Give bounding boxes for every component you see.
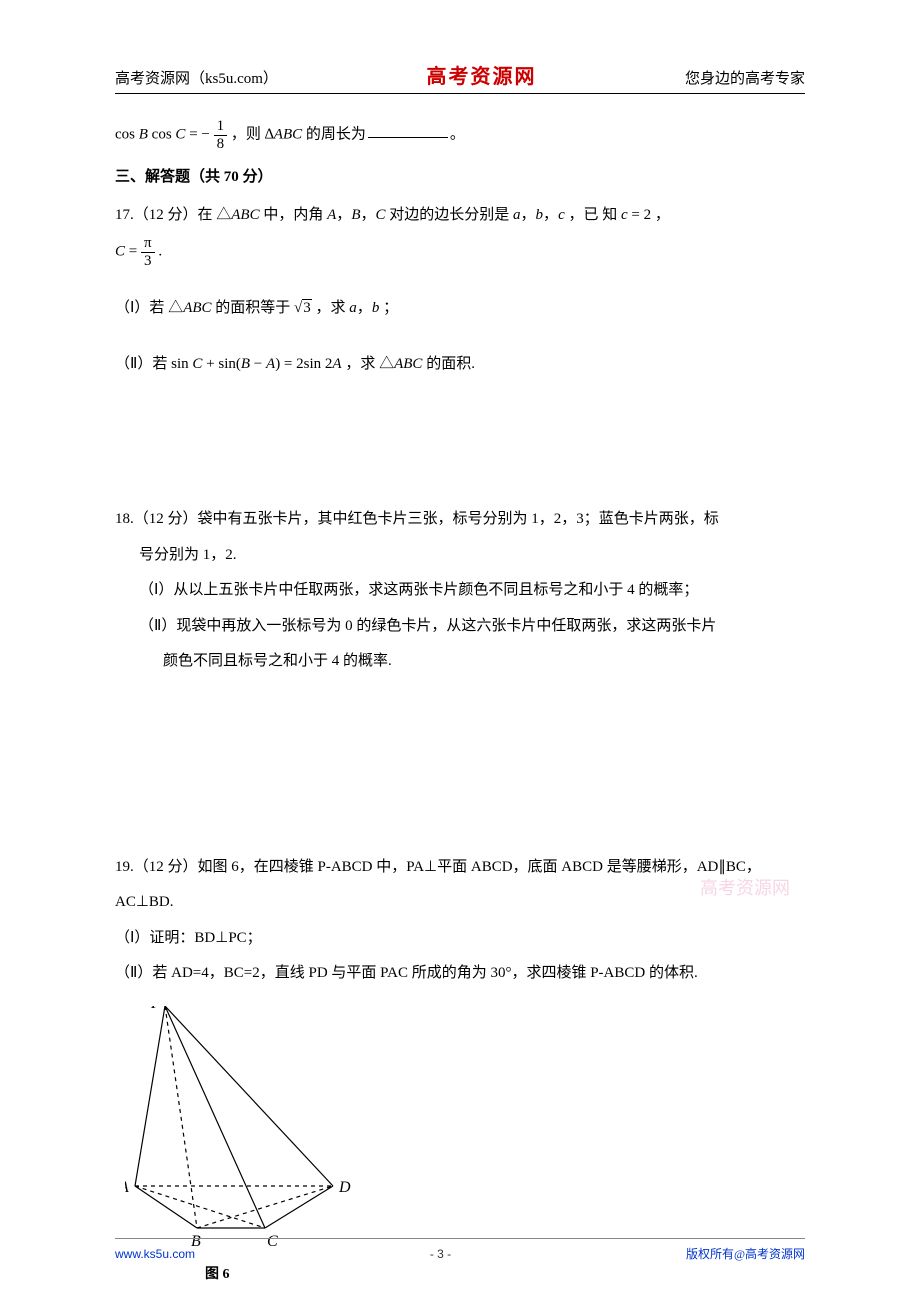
text: = xyxy=(125,243,141,259)
var-b: B xyxy=(139,126,148,142)
var: ABC xyxy=(231,207,259,223)
var: B xyxy=(241,356,250,372)
text: ，已 知 xyxy=(565,207,621,223)
q17-part1: （Ⅰ）若 △ABC 的面积等于 √3 ，求 a，b ； xyxy=(115,293,805,325)
header-left: 高考资源网（ks5u.com） xyxy=(115,67,278,88)
content-body: cos B cos C = − 1 8 ，则 ∆ABC 的周长为。 三、解答题（… xyxy=(115,118,805,1289)
text: （Ⅱ）若 sin xyxy=(115,356,192,372)
var: A xyxy=(266,356,275,372)
text: + sin( xyxy=(202,356,240,372)
section-3-title: 三、解答题（共 70 分） xyxy=(115,162,805,194)
text: ) = 2sin 2 xyxy=(275,356,332,372)
var-c: C xyxy=(175,126,185,142)
denominator: 3 xyxy=(141,253,155,270)
text: = 2 ， xyxy=(628,207,670,223)
text: 。 xyxy=(450,126,465,142)
text: 17.（12 分）在 △ xyxy=(115,207,231,223)
pyramid-diagram: PABCD xyxy=(125,1006,365,1246)
figure-caption: 图 6 xyxy=(205,1260,805,1289)
denominator: 8 xyxy=(214,136,228,153)
var: a xyxy=(349,300,357,316)
text: ，则 ∆ xyxy=(231,126,274,142)
text: 的面积等于 xyxy=(212,300,295,316)
svg-text:A: A xyxy=(125,1179,129,1196)
var: A xyxy=(327,207,336,223)
fraction: π3 xyxy=(141,235,155,269)
q17-line2: C = π3 . xyxy=(115,235,805,269)
q19-part2: （Ⅱ）若 AD=4，BC=2，直线 PD 与平面 PAC 所成的角为 30°，求… xyxy=(115,958,805,990)
text: 对边的边长分别是 xyxy=(386,207,514,223)
text: 中，内角 xyxy=(260,207,328,223)
text: ，求 △ xyxy=(342,356,395,372)
var: b xyxy=(536,207,544,223)
text: （Ⅰ）若 △ xyxy=(115,300,183,316)
q18-line1: 18.（12 分）袋中有五张卡片，其中红色卡片三张，标号分别为 1，2，3；蓝色… xyxy=(115,504,805,536)
header-right: 您身边的高考专家 xyxy=(685,67,805,88)
text: . xyxy=(155,243,163,259)
text: ， xyxy=(357,300,372,316)
text: 的周长为 xyxy=(302,126,366,142)
var: a xyxy=(513,207,521,223)
svg-text:P: P xyxy=(150,1006,161,1012)
header-center-logo: 高考资源网 xyxy=(426,60,536,89)
text: cos xyxy=(115,126,135,142)
text: ， xyxy=(360,207,375,223)
footer-url: www.ks5u.com xyxy=(115,1247,195,1261)
var: c xyxy=(558,207,565,223)
q19-line1b: AC⊥BD. xyxy=(115,887,805,919)
text: ，求 xyxy=(312,300,350,316)
fraction: 1 8 xyxy=(214,118,228,152)
var-abc: ABC xyxy=(274,126,302,142)
text: cos xyxy=(152,126,172,142)
page-footer: www.ks5u.com - 3 - 版权所有@高考资源网 xyxy=(115,1238,805,1262)
radicand: 3 xyxy=(302,299,312,316)
svg-text:D: D xyxy=(338,1179,351,1196)
q17-line1: 17.（12 分）在 △ABC 中，内角 A，B，C 对边的边长分别是 a，b，… xyxy=(115,200,805,232)
q18-part1: （Ⅰ）从以上五张卡片中任取两张，求这两张卡片颜色不同且标号之和小于 4 的概率； xyxy=(115,575,805,607)
text: ， xyxy=(521,207,536,223)
var: c xyxy=(621,207,628,223)
q18-part2b: 颜色不同且标号之和小于 4 的概率. xyxy=(115,646,805,678)
var: C xyxy=(192,356,202,372)
var: C xyxy=(376,207,386,223)
sqrt-icon: √3 xyxy=(294,300,312,316)
q17-part2: （Ⅱ）若 sin C + sin(B − A) = 2sin 2A ，求 △AB… xyxy=(115,349,805,381)
var: C xyxy=(115,243,125,259)
var: A xyxy=(332,356,341,372)
var: ABC xyxy=(394,356,422,372)
numerator: π xyxy=(141,235,155,253)
page-header: 高考资源网（ks5u.com） 高考资源网 您身边的高考专家 xyxy=(115,60,805,94)
text: = − xyxy=(189,126,210,142)
q19-line1: 19.（12 分）如图 6，在四棱锥 P-ABCD 中，PA⊥平面 ABCD，底… xyxy=(115,852,805,884)
footer-copyright: 版权所有@高考资源网 xyxy=(686,1245,805,1262)
q19-part1: （Ⅰ）证明：BD⊥PC； xyxy=(115,923,805,955)
numerator: 1 xyxy=(214,118,228,136)
q16-fragment: cos B cos C = − 1 8 ，则 ∆ABC 的周长为 。 xyxy=(115,118,805,152)
text: ； xyxy=(379,300,398,316)
text: − xyxy=(250,356,266,372)
text: ， xyxy=(543,207,558,223)
q18-line1b: 号分别为 1，2. xyxy=(115,540,805,572)
text: 的面积. xyxy=(422,356,475,372)
text: ， xyxy=(336,207,351,223)
answer-blank xyxy=(368,137,448,138)
page-number: - 3 - xyxy=(430,1247,451,1261)
q18-part2a: （Ⅱ）现袋中再放入一张标号为 0 的绿色卡片，从这六张卡片中任取两张，求这两张卡… xyxy=(115,611,805,643)
var: ABC xyxy=(183,300,211,316)
